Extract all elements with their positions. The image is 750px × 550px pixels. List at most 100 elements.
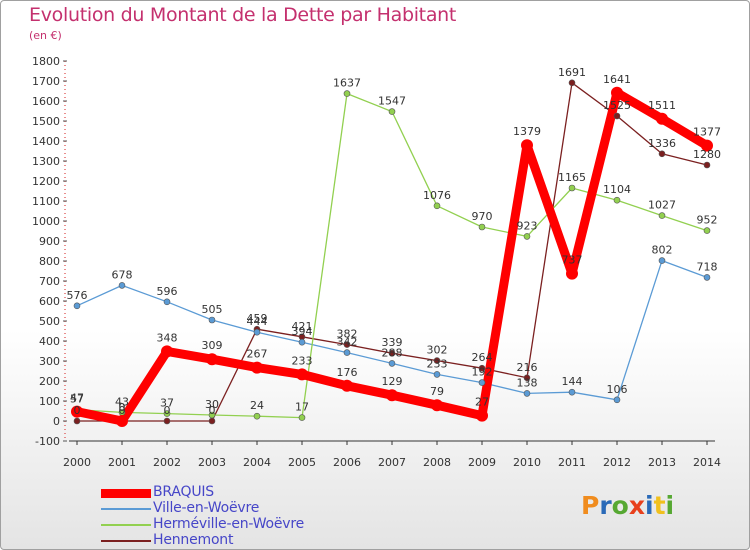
data-label: 923 (517, 219, 538, 232)
y-tick-label: 1800 (32, 55, 60, 68)
data-point (296, 368, 308, 381)
data-label: 1691 (558, 66, 586, 79)
data-label: 192 (472, 366, 493, 379)
legend-label: Herméville-en-Woëvre (153, 516, 305, 532)
data-label: 57 (70, 393, 84, 406)
data-point (521, 139, 533, 152)
legend-swatch (101, 540, 151, 542)
data-point (658, 150, 666, 158)
data-point (611, 86, 623, 99)
legend-swatch (101, 489, 151, 498)
data-point (523, 233, 531, 240)
data-point (433, 202, 441, 210)
y-tick-label: 900 (39, 235, 60, 248)
data-label: 288 (382, 346, 403, 359)
data-point (613, 396, 621, 404)
data-point (163, 410, 171, 417)
chart-subtitle: (en €) (29, 29, 62, 42)
data-point (478, 379, 486, 386)
data-label: 737 (562, 254, 583, 267)
data-point (433, 357, 441, 364)
data-label: 1379 (513, 125, 541, 138)
chart-title: Evolution du Montant de la Dette par Hab… (29, 4, 457, 26)
data-point (253, 328, 261, 336)
x-tick-label: 2001 (108, 456, 136, 469)
data-label: 216 (517, 361, 538, 374)
data-point (568, 184, 576, 192)
y-tick-label: 1300 (32, 155, 60, 168)
data-point (388, 108, 396, 115)
x-tick-label: 2003 (198, 456, 226, 469)
y-tick-label: 1200 (32, 175, 60, 188)
data-point (341, 379, 353, 392)
data-label: 0 (74, 404, 81, 417)
logo-letter: i (665, 491, 675, 520)
data-point (161, 345, 173, 358)
x-tick-label: 2012 (603, 456, 631, 469)
data-label: 1511 (648, 99, 676, 112)
data-label: 802 (652, 244, 673, 257)
data-point (388, 360, 396, 367)
data-label: 505 (202, 303, 223, 316)
logo-letter: i (645, 491, 654, 520)
data-label: 459 (247, 312, 268, 325)
data-label: 421 (292, 320, 313, 333)
data-point (568, 388, 576, 396)
data-label: 576 (67, 289, 88, 302)
data-point (116, 415, 128, 427)
data-label: 382 (337, 328, 358, 341)
data-point (703, 161, 711, 169)
data-label: 106 (607, 383, 628, 396)
data-point (613, 112, 621, 120)
data-point (343, 341, 351, 348)
data-label: 47 (70, 392, 84, 405)
data-label: 0 (119, 404, 126, 417)
data-labels: 0 0 0 0 459 421 382 339 302 264 216 1691 1525 1336 128… (67, 66, 722, 417)
series-line-0 (72, 88, 712, 426)
data-label: 79 (430, 385, 444, 398)
data-label: 1280 (693, 148, 721, 161)
x-tick-label: 2009 (468, 456, 496, 469)
data-point (71, 405, 83, 418)
data-label: 952 (697, 214, 718, 227)
y-tick-label: 400 (39, 335, 60, 348)
x-tick-label: 2014 (693, 456, 721, 469)
data-point (701, 139, 713, 152)
data-label: 1547 (378, 95, 406, 108)
data-label: 1104 (603, 183, 631, 196)
y-tick-label: 1500 (32, 115, 60, 128)
data-label: 30 (205, 398, 219, 411)
data-point (208, 417, 216, 425)
data-label: 339 (382, 336, 403, 349)
x-tick-label: 2005 (288, 456, 316, 469)
data-label: 1076 (423, 189, 451, 202)
data-label: 1165 (558, 171, 586, 184)
data-point (523, 390, 531, 397)
y-tick-label: 0 (53, 415, 60, 428)
data-point (478, 223, 486, 231)
data-point (386, 389, 398, 402)
y-tick-label: 300 (39, 355, 60, 368)
y-tick-label: 1100 (32, 195, 60, 208)
data-label: 342 (337, 336, 358, 349)
data-label: 718 (697, 260, 718, 273)
y-tick-label: 1700 (32, 75, 60, 88)
data-point (73, 302, 81, 310)
data-label: 1027 (648, 199, 676, 212)
data-label: 267 (247, 348, 268, 361)
logo-letter: t (653, 491, 666, 520)
data-point (656, 112, 668, 125)
data-point (658, 257, 666, 264)
data-point (613, 196, 621, 204)
data-label: 302 (427, 344, 448, 357)
data-point (343, 90, 351, 97)
data-label: 1637 (333, 77, 361, 90)
x-tick-label: 2010 (513, 456, 541, 469)
data-point (73, 417, 81, 425)
data-point (433, 371, 441, 378)
logo-letter: o (611, 491, 629, 520)
data-label: 0 (209, 404, 216, 417)
data-label: 37 (160, 397, 174, 410)
data-point (388, 349, 396, 357)
